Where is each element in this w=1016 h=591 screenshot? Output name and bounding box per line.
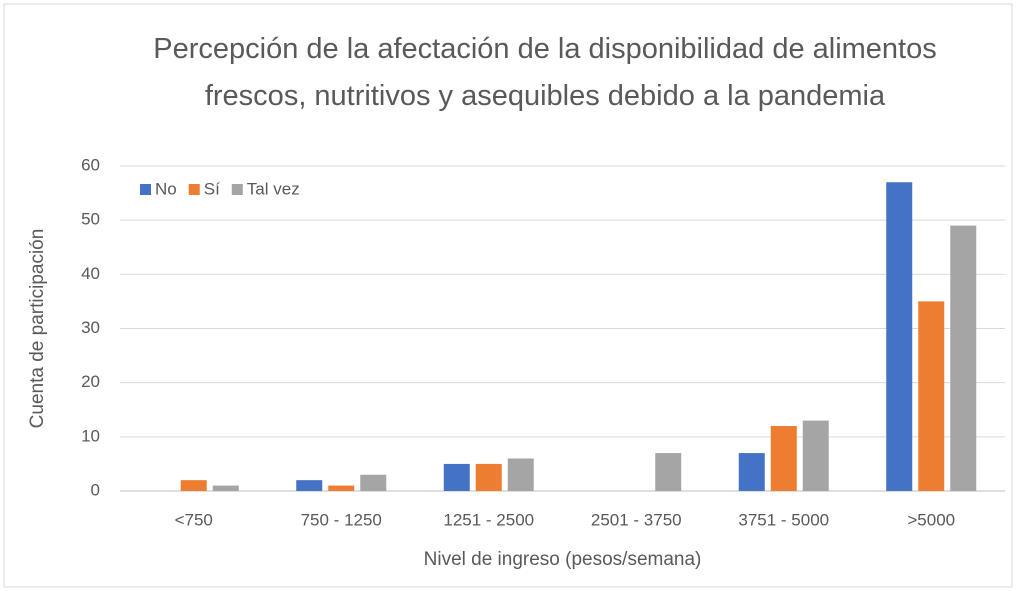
bar [360, 474, 387, 491]
legend-label: Sí [204, 179, 220, 198]
y-tick-label: 20 [81, 372, 100, 391]
legend-swatch [231, 184, 243, 195]
y-tick-label: 50 [81, 210, 100, 229]
bar [212, 485, 239, 491]
x-tick-label: <750 [175, 510, 213, 529]
y-tick-label: 60 [81, 155, 100, 174]
x-tick-label: 1251 - 2500 [443, 510, 534, 529]
bar [886, 182, 913, 491]
y-axis-label: Cuenta de participación [27, 229, 48, 429]
bar [738, 453, 765, 491]
legend-label: Tal vez [247, 179, 300, 198]
bar [918, 301, 945, 491]
bar [296, 480, 323, 491]
legend-swatch [140, 184, 151, 195]
y-tick-label: 40 [81, 264, 100, 283]
bar [770, 426, 797, 491]
chart-title: Percepción de la afectación de la dispon… [153, 33, 937, 112]
x-tick-label: 750 - 1250 [301, 510, 382, 529]
x-tick-label: 3751 - 5000 [738, 510, 829, 529]
bar [950, 225, 977, 492]
bar [443, 463, 470, 491]
bar [328, 485, 355, 491]
y-tick-label: 30 [81, 318, 100, 337]
x-tick-label: >5000 [907, 510, 955, 529]
x-axis-label: Nivel de ingreso (pesos/semana) [424, 549, 702, 570]
bar [180, 480, 207, 491]
bar [507, 458, 534, 491]
legend-swatch [188, 184, 200, 195]
legend-label: No [155, 179, 177, 198]
bar [475, 463, 502, 491]
bar [802, 420, 829, 491]
y-tick-label: 0 [91, 480, 100, 499]
y-tick-label: 10 [81, 426, 100, 445]
bar [655, 453, 682, 491]
x-tick-label: 2501 - 3750 [591, 510, 682, 529]
